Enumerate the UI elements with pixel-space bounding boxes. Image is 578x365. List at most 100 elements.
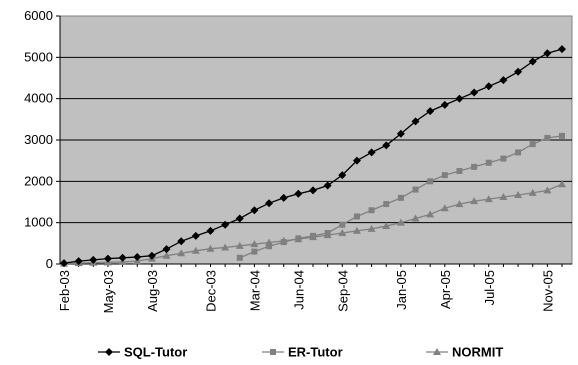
data-point-normit (206, 244, 215, 252)
data-point-normit (528, 188, 537, 196)
data-point-normit (470, 197, 479, 205)
legend: SQL-Tutor ER-Tutor NORMIT (98, 345, 503, 360)
legend-label: NORMIT (452, 345, 503, 360)
data-point-er-tutor (266, 243, 273, 250)
data-point-sql-tutor (352, 156, 361, 165)
data-point-normit (558, 180, 566, 188)
data-point-sql-tutor (543, 49, 552, 58)
data-point-normit (411, 214, 420, 222)
data-point-er-tutor (412, 186, 419, 193)
data-point-sql-tutor (470, 88, 479, 97)
legend-item-er-tutor: ER-Tutor (262, 345, 343, 360)
data-point-er-tutor (485, 159, 492, 166)
data-point-sql-tutor (514, 67, 523, 76)
y-tick-label: 4000 (24, 91, 53, 106)
data-point-sql-tutor (89, 255, 98, 264)
data-point-normit (177, 249, 186, 257)
data-point-sql-tutor (338, 171, 347, 180)
data-point-normit (338, 229, 347, 236)
data-point-er-tutor (353, 213, 360, 220)
data-point-sql-tutor (206, 226, 215, 235)
data-point-sql-tutor (528, 57, 537, 66)
data-point-er-tutor (500, 155, 507, 162)
data-point-normit (396, 218, 405, 226)
legend-label: SQL-Tutor (124, 345, 187, 360)
x-tick-label: Nov-05 (540, 270, 555, 312)
data-point-normit (455, 200, 464, 208)
data-point-normit (382, 221, 391, 229)
data-point-er-tutor (441, 172, 448, 179)
data-point-sql-tutor (133, 252, 142, 261)
data-point-sql-tutor (191, 231, 200, 240)
series-group (60, 45, 566, 268)
data-point-sql-tutor (396, 129, 405, 138)
data-point-sql-tutor (279, 193, 288, 202)
data-point-normit (162, 251, 171, 259)
x-tick-label: Jun-04 (291, 270, 306, 310)
data-point-sql-tutor (426, 107, 435, 116)
data-point-normit (426, 210, 435, 218)
x-tick-label: May-03 (101, 270, 116, 313)
data-point-er-tutor (339, 221, 346, 228)
data-point-sql-tutor (103, 254, 112, 263)
data-point-sql-tutor (499, 76, 508, 85)
y-tick-label: 0 (46, 256, 53, 271)
x-tick-label: Sep-04 (335, 270, 350, 312)
data-point-normit (235, 241, 244, 249)
y-tick-label: 3000 (24, 132, 53, 147)
y-tick-label: 2000 (24, 173, 53, 188)
y-axis-ticks: 0 1000 2000 3000 4000 5000 6000 (24, 8, 60, 271)
x-axis-ticks: Feb-03 May-03 Aug-03 Dec-03 Mar-04 Jun-04 Sep-… (57, 264, 563, 313)
data-point-sql-tutor (455, 94, 464, 103)
data-point-normit (191, 246, 200, 254)
data-point-er-tutor (397, 194, 404, 201)
data-point-er-tutor (310, 232, 316, 239)
x-tick-label: Dec-03 (203, 270, 218, 312)
data-point-sql-tutor (440, 100, 449, 109)
data-point-er-tutor (559, 132, 565, 139)
data-point-er-tutor (529, 141, 536, 148)
data-point-sql-tutor (235, 214, 244, 223)
x-tick-label: Jan-05 (394, 270, 409, 310)
data-point-normit (221, 243, 230, 251)
data-point-sql-tutor (118, 253, 127, 262)
x-tick-label: Apr-05 (438, 270, 453, 309)
data-point-er-tutor (427, 178, 434, 185)
gridlines (60, 56, 572, 224)
x-tick-label: Aug-03 (145, 270, 160, 312)
data-point-normit (367, 224, 376, 232)
data-point-er-tutor (280, 239, 287, 246)
data-point-sql-tutor (309, 186, 317, 195)
data-point-sql-tutor (323, 181, 332, 190)
data-point-sql-tutor (558, 45, 566, 54)
data-point-sql-tutor (162, 245, 171, 254)
data-point-sql-tutor (177, 237, 186, 246)
data-point-sql-tutor (250, 206, 259, 215)
data-point-er-tutor (515, 149, 522, 156)
data-point-sql-tutor (484, 82, 493, 91)
data-point-sql-tutor (294, 189, 303, 198)
legend-marker (433, 348, 441, 355)
legend-item-normit: NORMIT (426, 345, 503, 360)
y-tick-label: 1000 (24, 215, 53, 230)
data-point-sql-tutor (221, 220, 230, 229)
data-point-er-tutor (471, 163, 478, 170)
data-point-er-tutor (295, 235, 302, 242)
legend-marker (270, 349, 276, 355)
data-point-er-tutor (236, 254, 243, 261)
data-point-er-tutor (383, 201, 390, 208)
x-tick-label: Mar-04 (247, 270, 262, 311)
data-point-er-tutor (251, 248, 258, 255)
data-point-sql-tutor (74, 257, 83, 266)
data-point-normit (543, 186, 552, 194)
legend-label: ER-Tutor (288, 345, 343, 360)
data-point-sql-tutor (367, 148, 376, 157)
data-point-normit (499, 193, 508, 201)
series-sql-tutor (60, 45, 566, 268)
y-tick-label: 5000 (24, 49, 53, 64)
legend-marker (105, 348, 113, 356)
data-point-er-tutor (456, 168, 463, 174)
data-point-er-tutor (324, 230, 331, 236)
data-point-er-tutor (544, 134, 551, 141)
